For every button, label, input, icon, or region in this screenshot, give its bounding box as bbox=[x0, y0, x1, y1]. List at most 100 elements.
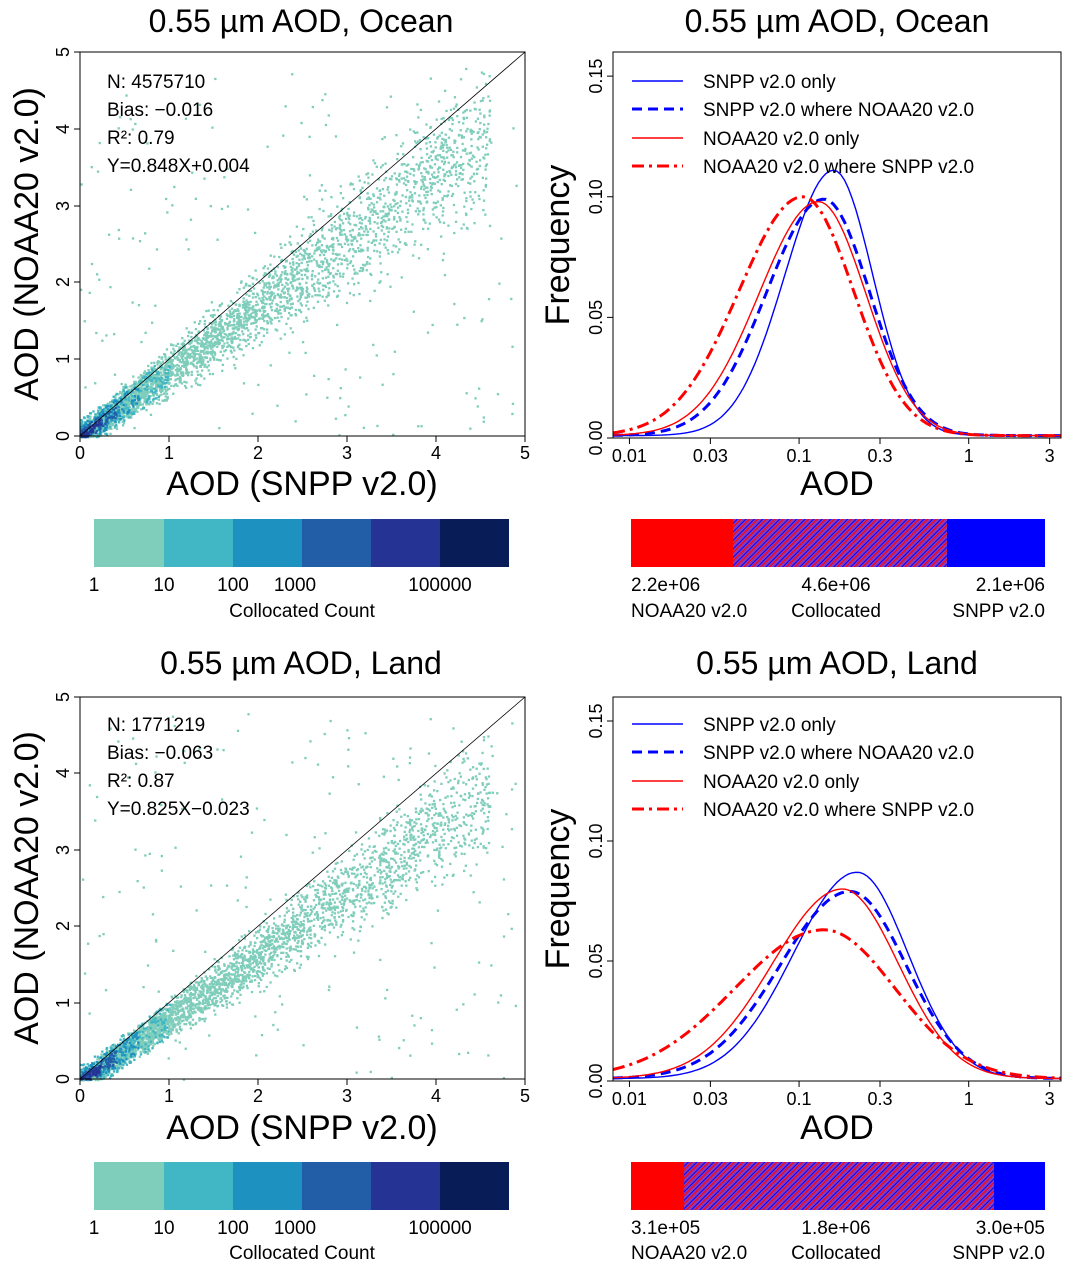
density-cell bbox=[238, 288, 241, 291]
density-cell bbox=[411, 193, 414, 197]
density-cell bbox=[177, 364, 180, 368]
density-cell bbox=[455, 161, 459, 164]
density-cell bbox=[273, 286, 276, 289]
density-cell bbox=[107, 416, 110, 420]
density-cell bbox=[233, 326, 236, 330]
density-cell bbox=[151, 383, 155, 386]
density-cell bbox=[84, 386, 87, 389]
density-cell bbox=[275, 274, 279, 277]
density-cell bbox=[218, 304, 221, 308]
density-cell bbox=[281, 283, 284, 286]
density-cell bbox=[345, 217, 348, 220]
density-cell bbox=[327, 275, 330, 278]
density-cell bbox=[312, 223, 316, 227]
y-tick-label: 0.15 bbox=[586, 59, 606, 94]
density-cell bbox=[317, 282, 320, 285]
density-cell bbox=[393, 205, 396, 208]
density-cell bbox=[263, 310, 266, 313]
density-cell bbox=[286, 287, 289, 290]
density-cell bbox=[447, 118, 451, 122]
density-cell bbox=[464, 864, 467, 867]
density-cell bbox=[276, 404, 279, 407]
density-cell bbox=[253, 979, 257, 982]
density-cell bbox=[233, 335, 236, 339]
density-cell bbox=[195, 340, 199, 343]
density-cell bbox=[186, 355, 189, 358]
density-cell bbox=[249, 300, 252, 303]
density-cell bbox=[336, 239, 340, 242]
density-cell bbox=[199, 349, 202, 353]
density-cell bbox=[109, 426, 112, 429]
y-axis: 0 1 2 3 4 5 bbox=[53, 47, 80, 441]
density-cell bbox=[440, 160, 444, 163]
density-cell bbox=[93, 426, 96, 430]
density-cell bbox=[414, 182, 417, 185]
density-cell bbox=[114, 397, 117, 400]
density-cell bbox=[389, 285, 392, 288]
density-cell bbox=[426, 137, 430, 140]
density-cell bbox=[442, 117, 445, 120]
density-cell bbox=[394, 203, 397, 206]
density-cell bbox=[168, 381, 171, 385]
density-cell bbox=[286, 278, 289, 281]
density-cell bbox=[276, 316, 279, 319]
density-cell bbox=[315, 249, 318, 252]
density-cell bbox=[338, 216, 341, 219]
density-cell bbox=[233, 320, 236, 323]
density-cell bbox=[330, 227, 334, 230]
density-cell bbox=[168, 370, 171, 373]
density-cell bbox=[429, 145, 433, 148]
density-cell bbox=[170, 373, 174, 376]
density-cell bbox=[130, 394, 134, 398]
density-cell bbox=[273, 268, 276, 271]
density-cell bbox=[143, 384, 146, 387]
density-cell bbox=[90, 166, 93, 169]
density-cell bbox=[207, 997, 210, 1000]
density-cell bbox=[106, 424, 109, 427]
density-cell bbox=[420, 871, 423, 874]
density-cell bbox=[478, 197, 481, 201]
density-cell bbox=[193, 348, 197, 351]
density-cell bbox=[406, 208, 410, 211]
density-cell bbox=[327, 265, 330, 268]
density-cell bbox=[117, 228, 120, 232]
density-cell bbox=[253, 287, 256, 290]
x-axis: 0 1 2 3 4 5 bbox=[75, 436, 530, 463]
density-cell bbox=[396, 158, 399, 161]
density-cell bbox=[154, 771, 157, 774]
density-cell bbox=[404, 179, 407, 182]
scatter-heatmap bbox=[80, 67, 518, 439]
density-cell bbox=[207, 309, 210, 312]
density-cell bbox=[359, 376, 362, 379]
density-cell bbox=[351, 228, 354, 231]
density-cell bbox=[147, 380, 150, 383]
density-cell bbox=[247, 309, 251, 312]
density-cell bbox=[307, 295, 310, 298]
density-cell bbox=[443, 194, 446, 198]
density-cell bbox=[234, 337, 237, 340]
density-cell bbox=[417, 835, 420, 838]
density-cell bbox=[229, 314, 232, 317]
density-cell bbox=[183, 384, 187, 388]
density-cell bbox=[374, 233, 378, 236]
density-cell bbox=[99, 409, 103, 412]
series-line-3 bbox=[612, 200, 1061, 437]
density-cell bbox=[500, 237, 503, 240]
density-cell bbox=[211, 355, 215, 358]
density-cell bbox=[443, 876, 446, 879]
density-cell bbox=[213, 341, 217, 345]
density-cell bbox=[373, 243, 377, 247]
density-cell bbox=[455, 173, 458, 176]
density-cell bbox=[257, 982, 260, 985]
density-cell bbox=[97, 411, 100, 415]
density-cell bbox=[381, 164, 384, 167]
density-cell bbox=[133, 380, 136, 384]
density-cell bbox=[359, 872, 362, 876]
density-cell bbox=[434, 141, 437, 144]
density-cell bbox=[393, 217, 396, 220]
density-cell bbox=[383, 238, 386, 241]
density-cell bbox=[434, 155, 437, 158]
legend-label: NOAA20 v2.0 only bbox=[703, 129, 860, 150]
density-cell bbox=[129, 188, 133, 191]
density-cell bbox=[482, 416, 485, 419]
